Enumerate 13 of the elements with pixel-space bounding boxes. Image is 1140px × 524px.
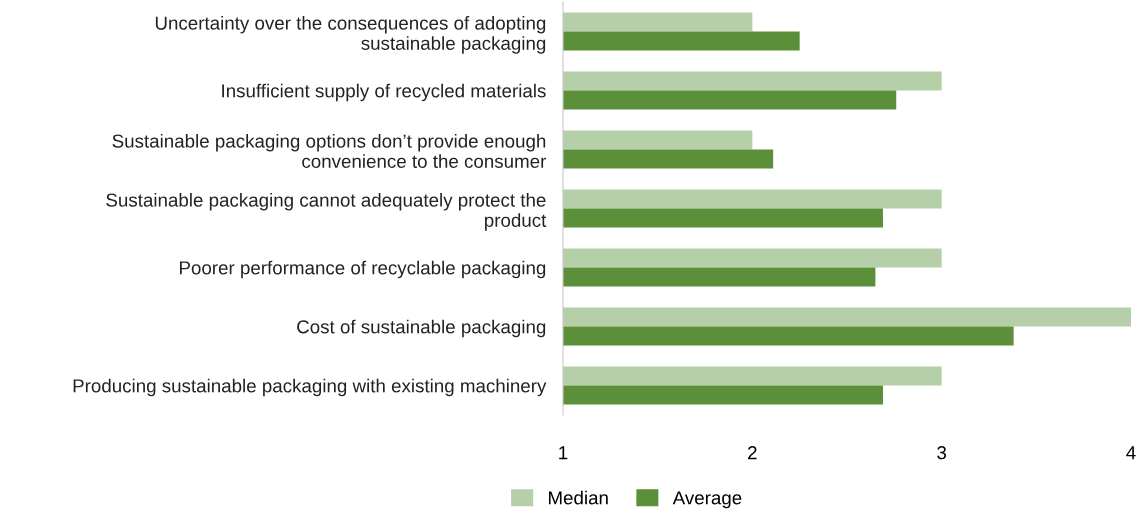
y-tick-label: Poorer performance of recyclable packaging (179, 260, 546, 279)
y-tick-label: Sustainable packaging cannot adequately protect the product (106, 192, 547, 231)
y-tick-label: Uncertainty over the consequences of adopting sustainable packaging (155, 15, 546, 54)
x-tick-label: 3 (937, 446, 947, 460)
x-tick-label: 4 (1126, 446, 1136, 460)
y-tick-label: Insufficient supply of recycled materials (222, 83, 546, 102)
legend-label: Median (548, 490, 608, 505)
x-tick-label: 2 (748, 446, 757, 460)
x-tick-label: 1 (559, 446, 568, 460)
y-tick-label: Sustainable packaging options don’t provide enough convenience to the consumer (112, 133, 547, 168)
y-tick-label: Cost of sustainable packaging (297, 319, 546, 338)
legend-label: Average (672, 491, 742, 509)
y-tick-label: Producing sustainable packaging with existing machinery (73, 378, 547, 397)
